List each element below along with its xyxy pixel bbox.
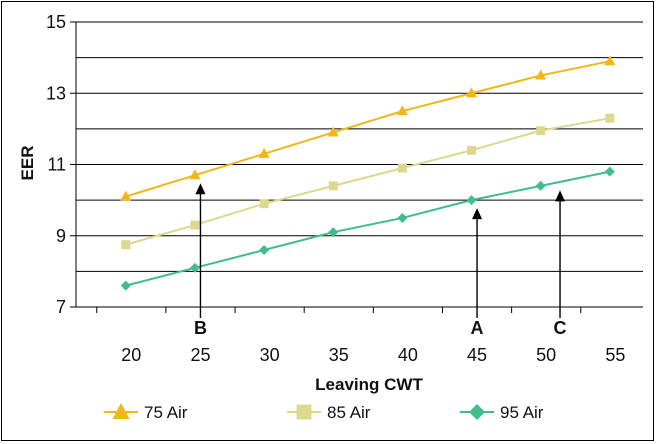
x-tick-label: 20 bbox=[121, 345, 141, 365]
triangle-marker bbox=[466, 87, 478, 98]
legend-label: 85 Air bbox=[327, 403, 371, 422]
square-marker bbox=[190, 220, 200, 230]
triangle-marker bbox=[120, 190, 132, 201]
square-marker bbox=[121, 240, 131, 250]
diamond-marker bbox=[604, 166, 615, 177]
triangle-marker bbox=[535, 69, 547, 80]
y-tick-label: 9 bbox=[56, 226, 66, 246]
square-marker bbox=[328, 181, 338, 191]
legend-label: 95 Air bbox=[500, 403, 544, 422]
x-axis-label: Leaving CWT bbox=[315, 375, 423, 394]
triangle-marker bbox=[258, 147, 270, 158]
y-tick-label: 15 bbox=[46, 12, 66, 32]
series-line bbox=[125, 117, 610, 246]
y-tick-labels: 7 9 11 13 15 bbox=[46, 12, 66, 317]
legend-item-75-air: 75 Air bbox=[104, 403, 188, 422]
diamond-marker bbox=[259, 245, 270, 255]
annotation-a: A bbox=[471, 208, 484, 338]
series-85-air bbox=[121, 113, 615, 250]
y-tick-label: 7 bbox=[56, 297, 66, 317]
diamond-marker bbox=[328, 227, 339, 238]
legend-item-95-air: 95 Air bbox=[460, 403, 544, 422]
annotation-label: C bbox=[554, 318, 567, 338]
square-marker bbox=[467, 145, 477, 155]
annotation-arrowhead bbox=[472, 208, 483, 220]
diamond-marker bbox=[397, 212, 408, 223]
x-tick-labels: 20 25 30 35 40 45 50 55 bbox=[121, 345, 625, 365]
diamond-marker bbox=[120, 280, 131, 291]
legend-label: 75 Air bbox=[144, 403, 188, 422]
annotation-label: B bbox=[194, 318, 207, 338]
square-marker bbox=[536, 126, 546, 136]
square-marker bbox=[605, 113, 615, 123]
y-tick-label: 13 bbox=[46, 83, 66, 103]
x-tick-label: 50 bbox=[536, 345, 556, 365]
diamond-marker bbox=[535, 180, 546, 191]
diamond-marker bbox=[189, 262, 200, 273]
diamond-marker bbox=[469, 404, 485, 420]
x-tick-label: 25 bbox=[190, 345, 210, 365]
series-75-air bbox=[120, 55, 616, 201]
square-marker bbox=[259, 199, 269, 209]
axes bbox=[70, 21, 643, 313]
y-axis-label: EER bbox=[18, 146, 37, 181]
annotation-c: C bbox=[554, 190, 567, 338]
annotation-label: A bbox=[471, 318, 484, 338]
annotation-arrowhead bbox=[195, 183, 206, 195]
series-lines bbox=[120, 55, 616, 291]
square-marker bbox=[296, 404, 312, 420]
x-tick-label: 40 bbox=[398, 345, 418, 365]
annotation-b: B bbox=[194, 183, 207, 338]
triangle-marker bbox=[189, 169, 201, 180]
legend-item-85-air: 85 Air bbox=[287, 403, 371, 422]
series-95-air bbox=[120, 166, 615, 291]
annotation-arrowhead bbox=[555, 190, 566, 202]
series-line bbox=[125, 170, 611, 287]
x-tick-label: 35 bbox=[329, 345, 349, 365]
diamond-marker bbox=[466, 195, 477, 206]
triangle-marker bbox=[604, 55, 616, 66]
triangle-marker bbox=[112, 403, 130, 419]
x-tick-label: 45 bbox=[467, 345, 487, 365]
series-line bbox=[125, 60, 611, 198]
y-tick-label: 11 bbox=[47, 155, 66, 175]
square-marker bbox=[397, 163, 407, 173]
triangle-marker bbox=[396, 105, 408, 116]
x-tick-label: 55 bbox=[605, 345, 625, 365]
triangle-marker bbox=[327, 126, 339, 137]
x-tick-label: 30 bbox=[260, 345, 280, 365]
legend: 75 Air 85 Air 95 Air bbox=[104, 403, 544, 422]
